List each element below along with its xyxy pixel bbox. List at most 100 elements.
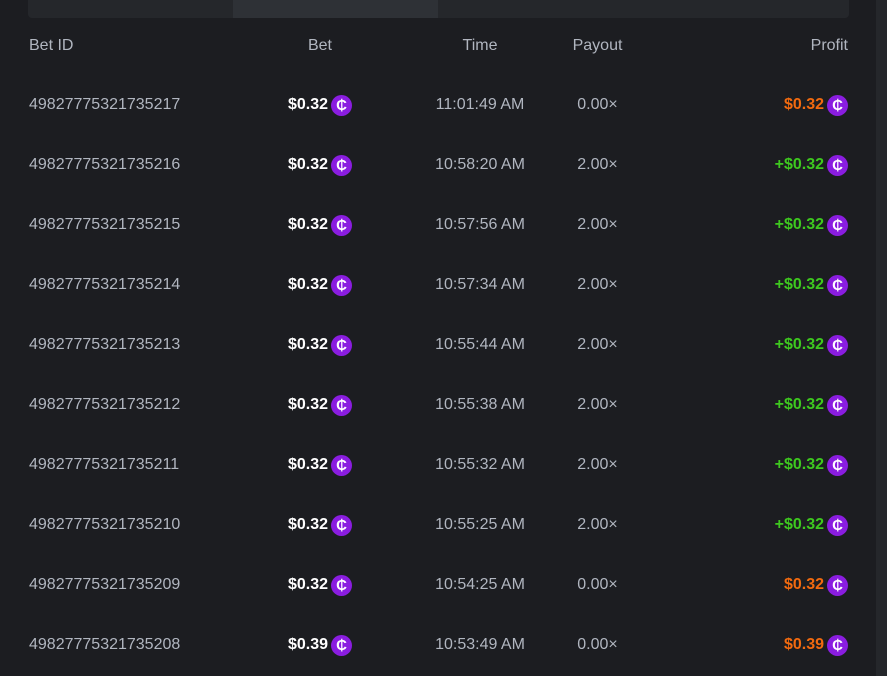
coin-icon: ₵	[331, 334, 353, 356]
coin-icon: ₵	[827, 94, 848, 116]
bet-value: $0.39	[287, 636, 329, 653]
header-time: Time	[462, 37, 498, 54]
bet-profit: $0.39 ₵	[784, 615, 848, 675]
coin-icon: ₵	[331, 574, 353, 596]
bet-profit: +$0.32 ₵	[775, 375, 848, 435]
bet-payout: 2.00×	[577, 216, 618, 233]
bet-value: $0.32	[287, 576, 329, 593]
coin-icon: ₵	[331, 154, 353, 176]
coin-icon: ₵	[827, 274, 848, 296]
table-row[interactable]: 49827775321735215 $0.32 ₵ 10:57:56 AM 2.0…	[0, 195, 876, 255]
bet-value: $0.32	[287, 516, 329, 533]
bet-value: $0.32	[287, 96, 329, 113]
bet-id[interactable]: 49827775321735215	[29, 216, 181, 233]
table-row[interactable]: 49827775321735217 $0.32 ₵ 11:01:49 AM 0.0…	[0, 75, 876, 135]
bet-payout: 2.00×	[577, 156, 618, 173]
bet-value: $0.32	[287, 456, 329, 473]
coin-icon: ₵	[827, 334, 848, 356]
bet-amount: $0.32 ₵	[240, 135, 400, 195]
bet-payout: 0.00×	[577, 636, 618, 653]
bet-time: 10:55:25 AM	[435, 516, 525, 533]
bet-value: $0.32	[287, 216, 329, 233]
profit-value: +$0.32	[774, 516, 824, 533]
table-row[interactable]: 49827775321735211 $0.32 ₵ 10:55:32 AM 2.0…	[0, 435, 876, 495]
bet-profit: +$0.32 ₵	[775, 315, 848, 375]
bet-id[interactable]: 49827775321735213	[29, 336, 181, 353]
bet-time: 10:55:32 AM	[435, 456, 525, 473]
coin-icon: ₵	[827, 214, 848, 236]
table-row[interactable]: 49827775321735210 $0.32 ₵ 10:55:25 AM 2.0…	[0, 495, 876, 555]
header-bet-id: Bet ID	[29, 37, 74, 54]
bet-amount: $0.32 ₵	[240, 195, 400, 255]
bet-payout: 2.00×	[577, 336, 618, 353]
coin-icon: ₵	[827, 634, 848, 656]
bet-amount: $0.32 ₵	[240, 495, 400, 555]
bet-profit: +$0.32 ₵	[775, 495, 848, 555]
profit-value: +$0.32	[774, 156, 824, 173]
bet-payout: 2.00×	[577, 276, 618, 293]
bet-id[interactable]: 49827775321735211	[29, 456, 180, 473]
table-row[interactable]: 49827775321735216 $0.32 ₵ 10:58:20 AM 2.0…	[0, 135, 876, 195]
bet-amount: $0.32 ₵	[240, 75, 400, 135]
bet-profit: +$0.32 ₵	[775, 435, 848, 495]
header-profit: Profit	[810, 37, 848, 54]
coin-icon: ₵	[827, 514, 848, 536]
scrollbar[interactable]	[876, 0, 887, 676]
bet-amount: $0.32 ₵	[240, 435, 400, 495]
bet-id[interactable]: 49827775321735208	[29, 636, 181, 653]
profit-value: +$0.32	[774, 336, 824, 353]
coin-icon: ₵	[331, 394, 353, 416]
bet-time: 10:53:49 AM	[435, 636, 525, 653]
bet-id[interactable]: 49827775321735216	[29, 156, 181, 173]
bet-id[interactable]: 49827775321735210	[29, 516, 181, 533]
bet-amount: $0.32 ₵	[240, 315, 400, 375]
bet-payout: 2.00×	[577, 516, 618, 533]
profit-value: +$0.32	[774, 456, 824, 473]
bet-id[interactable]: 49827775321735212	[29, 396, 181, 413]
bet-value: $0.32	[287, 336, 329, 353]
bet-profit: $0.32 ₵	[784, 75, 848, 135]
profit-value: +$0.32	[774, 396, 824, 413]
bet-time: 10:54:25 AM	[435, 576, 525, 593]
coin-icon: ₵	[827, 454, 848, 476]
bet-id[interactable]: 49827775321735214	[29, 276, 181, 293]
bet-payout: 2.00×	[577, 396, 618, 413]
coin-icon: ₵	[331, 514, 353, 536]
bet-time: 10:55:38 AM	[435, 396, 525, 413]
table-row[interactable]: 49827775321735214 $0.32 ₵ 10:57:34 AM 2.0…	[0, 255, 876, 315]
bet-id[interactable]: 49827775321735217	[29, 96, 181, 113]
coin-icon: ₵	[331, 454, 353, 476]
coin-icon: ₵	[331, 274, 353, 296]
table-row[interactable]: 49827775321735209 $0.32 ₵ 10:54:25 AM 0.0…	[0, 555, 876, 615]
bet-profit: +$0.32 ₵	[775, 255, 848, 315]
bet-amount: $0.32 ₵	[240, 255, 400, 315]
bet-value: $0.32	[287, 396, 329, 413]
profit-value: +$0.32	[774, 216, 824, 233]
table-row[interactable]: 49827775321735208 $0.39 ₵ 10:53:49 AM 0.0…	[0, 615, 876, 675]
header-bet: Bet	[307, 37, 332, 54]
bet-payout: 0.00×	[577, 96, 618, 113]
bet-profit: +$0.32 ₵	[775, 195, 848, 255]
bet-time: 10:57:34 AM	[435, 276, 525, 293]
coin-icon: ₵	[331, 94, 353, 116]
bet-time: 10:57:56 AM	[435, 216, 525, 233]
table-row[interactable]: 49827775321735213 $0.32 ₵ 10:55:44 AM 2.0…	[0, 315, 876, 375]
table-header: Bet ID Bet Time Payout Profit	[0, 16, 876, 76]
tab-bar	[28, 0, 849, 18]
tab-active[interactable]	[233, 0, 438, 18]
coin-icon: ₵	[331, 214, 353, 236]
bet-payout: 2.00×	[577, 456, 618, 473]
coin-icon: ₵	[827, 394, 848, 416]
coin-icon: ₵	[827, 574, 848, 596]
profit-value: $0.39	[783, 636, 824, 653]
bet-profit: $0.32 ₵	[784, 555, 848, 615]
table-row[interactable]: 49827775321735212 $0.32 ₵ 10:55:38 AM 2.0…	[0, 375, 876, 435]
bet-profit: +$0.32 ₵	[775, 135, 848, 195]
coin-icon: ₵	[331, 634, 353, 656]
bet-payout: 0.00×	[577, 576, 618, 593]
profit-value: $0.32	[783, 576, 824, 593]
bet-amount: $0.32 ₵	[240, 375, 400, 435]
bet-amount: $0.32 ₵	[240, 555, 400, 615]
coin-icon: ₵	[827, 154, 848, 176]
bet-id[interactable]: 49827775321735209	[29, 576, 181, 593]
